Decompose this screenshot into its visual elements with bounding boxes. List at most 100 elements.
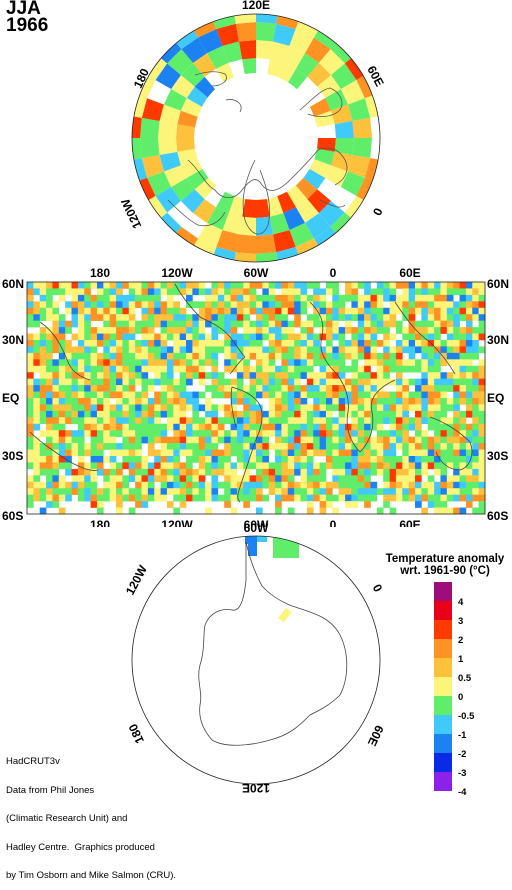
- anomaly-cell: [135, 456, 142, 463]
- anomaly-cell: [236, 410, 244, 418]
- anomaly-cell: [440, 398, 448, 405]
- anomaly-cell: [376, 372, 384, 379]
- anomaly-cell: [90, 352, 98, 360]
- anomaly-cell: [128, 314, 136, 321]
- anomaly-cell: [198, 481, 206, 489]
- anomaly-cell: [376, 417, 384, 425]
- anomaly-cell: [160, 333, 168, 341]
- anomaly-cell: [147, 333, 155, 341]
- anomaly-cell: [440, 410, 448, 418]
- anomaly-cell: [351, 456, 359, 463]
- anomaly-cell: [294, 301, 301, 309]
- anomaly-cell: [27, 423, 34, 431]
- anomaly-cell: [434, 443, 441, 450]
- anomaly-cell: [300, 449, 308, 457]
- anomaly-cell: [186, 436, 193, 444]
- anomaly-cell: [230, 462, 238, 470]
- anomaly-cell: [415, 391, 422, 399]
- anomaly-cell: [427, 398, 435, 405]
- anomaly-cell: [103, 294, 110, 302]
- anomaly-cell: [351, 301, 359, 309]
- anomaly-cell: [217, 378, 225, 386]
- anomaly-cell: [166, 404, 174, 412]
- north-polar-cell: [222, 213, 243, 235]
- anomaly-cell: [230, 378, 238, 386]
- anomaly-cell: [357, 417, 365, 425]
- anomaly-cell: [186, 359, 193, 367]
- anomaly-cell: [211, 404, 219, 412]
- anomaly-cell: [192, 475, 200, 483]
- anomaly-cell: [103, 494, 110, 502]
- anomaly-cell: [281, 314, 289, 321]
- anomaly-cell: [166, 314, 174, 321]
- lat-label-left: 60N: [2, 277, 24, 291]
- anomaly-cell: [198, 372, 206, 379]
- anomaly-cell: [96, 468, 104, 476]
- anomaly-cell: [249, 488, 257, 495]
- anomaly-cell: [141, 372, 149, 379]
- anomaly-cell: [408, 475, 416, 483]
- anomaly-cell: [364, 372, 371, 379]
- anomaly-cell: [319, 359, 327, 367]
- anomaly-cell: [434, 494, 441, 502]
- north-polar-cell: [140, 117, 160, 138]
- anomaly-cell: [109, 333, 117, 341]
- anomaly-cell: [351, 423, 359, 431]
- anomaly-cell: [46, 410, 53, 418]
- anomaly-cell: [389, 449, 397, 457]
- anomaly-cell: [364, 294, 371, 302]
- anomaly-cell: [465, 327, 473, 334]
- anomaly-cell: [205, 398, 212, 405]
- anomaly-cell: [128, 352, 136, 360]
- anomaly-cell: [249, 327, 257, 334]
- anomaly-cell: [427, 333, 435, 341]
- anomaly-cell: [364, 449, 371, 457]
- anomaly-cell: [427, 378, 435, 386]
- anomaly-cell: [319, 333, 327, 341]
- anomaly-cell: [402, 288, 409, 296]
- north-polar-cell: [256, 199, 270, 218]
- anomaly-cell: [249, 481, 257, 489]
- anomaly-cell: [415, 398, 422, 405]
- anomaly-cell: [421, 320, 429, 328]
- anomaly-cell: [103, 481, 110, 489]
- anomaly-cell: [402, 468, 409, 476]
- anomaly-cell: [109, 365, 117, 373]
- anomaly-cell: [230, 398, 238, 405]
- anomaly-cell: [294, 468, 301, 476]
- anomaly-cell: [217, 307, 225, 315]
- anomaly-cell: [332, 404, 339, 412]
- anomaly-cell: [230, 314, 238, 321]
- anomaly-cell: [338, 340, 346, 347]
- anomaly-cell: [402, 449, 409, 457]
- anomaly-cell: [446, 462, 454, 470]
- anomaly-cell: [224, 320, 231, 328]
- anomaly-cell: [179, 436, 187, 444]
- anomaly-cell: [160, 456, 168, 463]
- anomaly-cell: [256, 423, 263, 431]
- anomaly-cell: [459, 456, 467, 463]
- anomaly-cell: [217, 314, 225, 321]
- north-polar-cell: [303, 169, 326, 190]
- anomaly-cell: [192, 398, 200, 405]
- anomaly-cell: [287, 494, 295, 502]
- anomaly-cell: [103, 391, 110, 399]
- anomaly-cell: [472, 423, 479, 431]
- anomaly-cell: [58, 352, 66, 360]
- anomaly-cell: [427, 481, 435, 489]
- anomaly-cell: [243, 307, 250, 315]
- anomaly-cell: [281, 449, 289, 457]
- anomaly-cell: [230, 307, 238, 315]
- north-polar-cell: [228, 196, 246, 217]
- anomaly-cell: [370, 385, 378, 392]
- anomaly-cell: [249, 410, 257, 418]
- anomaly-cell: [256, 404, 263, 412]
- anomaly-cell: [122, 404, 130, 412]
- anomaly-cell: [224, 294, 231, 302]
- anomaly-cell: [147, 314, 155, 321]
- anomaly-cell: [389, 314, 397, 321]
- legend-label: 4: [458, 597, 464, 608]
- anomaly-cell: [332, 352, 339, 360]
- anomaly-cell: [52, 346, 60, 354]
- antarctica-coastline: [198, 541, 348, 746]
